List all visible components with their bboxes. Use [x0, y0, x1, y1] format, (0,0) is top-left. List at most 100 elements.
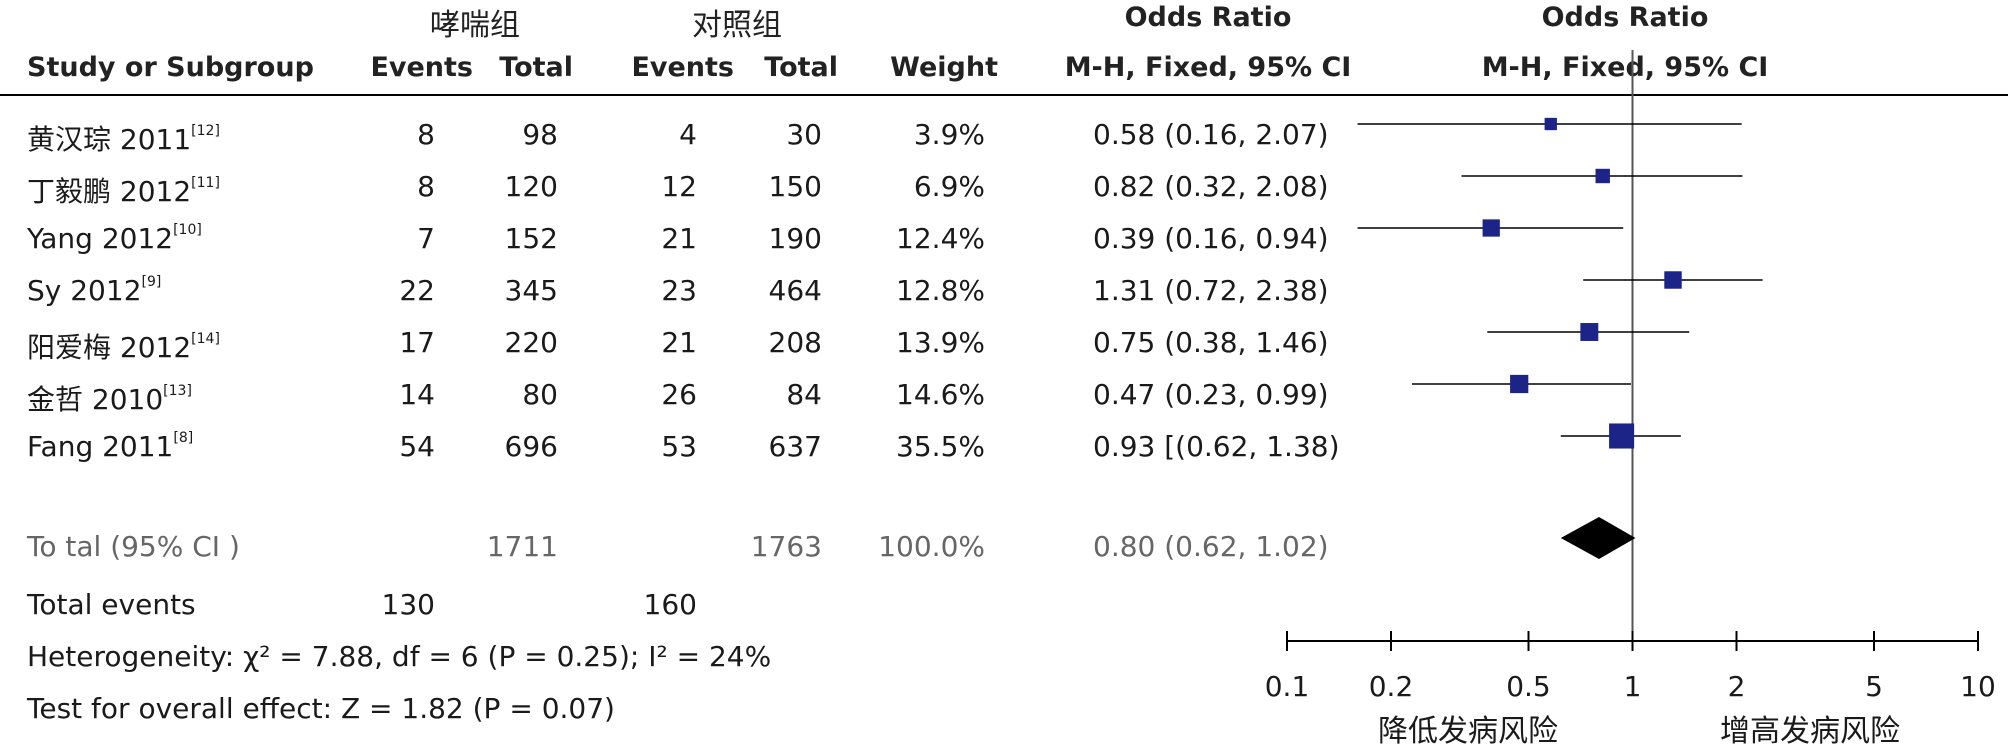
events1-cell: 17	[399, 326, 435, 359]
events2-header: Events	[631, 52, 734, 83]
events1-cell: 54	[399, 430, 435, 463]
events1-cell: 8	[417, 170, 435, 203]
total-weight: 100.0%	[878, 530, 985, 563]
total2-cell: 464	[768, 274, 822, 307]
study-reference: [13]	[163, 383, 192, 399]
or-plot-header: Odds Ratio	[1541, 2, 1709, 33]
total2-cell: 30	[786, 118, 822, 151]
study-name: 金哲 2010	[27, 383, 164, 416]
study-marker	[1544, 117, 1557, 131]
study-marker	[1482, 219, 1500, 237]
study-name: 丁毅鹏 2012	[27, 175, 192, 208]
study-reference: [9]	[141, 274, 162, 290]
total1-cell: 220	[504, 326, 558, 359]
total-ci: 0.80 (0.62, 1.02)	[1093, 530, 1329, 563]
study-name: Sy 2012	[27, 274, 142, 307]
events1-cell: 14	[399, 378, 435, 411]
ci-text-cell: 0.58 (0.16, 2.07)	[1093, 118, 1329, 151]
study-name: 阳爱梅 2012	[27, 331, 192, 364]
events1-cell: 8	[417, 118, 435, 151]
events1-header: Events	[370, 52, 473, 83]
total2-cell: 84	[786, 378, 822, 411]
total2-cell: 637	[768, 430, 822, 463]
x-tick-label: 0.5	[1506, 670, 1551, 703]
weight-cell: 14.6%	[896, 378, 985, 411]
total2-cell: 208	[768, 326, 822, 359]
total-total1: 1711	[486, 530, 558, 563]
study-marker	[1595, 168, 1610, 184]
study-name-cell: Yang 2012[10]	[27, 222, 202, 255]
events1-cell: 7	[417, 222, 435, 255]
total1-cell: 696	[504, 430, 558, 463]
study-name: 黄汉琮 2011	[27, 123, 192, 156]
study-marker	[1510, 374, 1529, 394]
favours-left-label: 降低发病风险	[1378, 714, 1558, 746]
events2-cell: 26	[661, 378, 697, 411]
x-tick-label: 2	[1728, 670, 1746, 703]
study-name-cell: 阳爱梅 2012[14]	[27, 326, 220, 366]
total1-cell: 80	[522, 378, 558, 411]
ci-text-cell: 0.93 [(0.62, 1.38)	[1093, 430, 1340, 463]
weight-cell: 13.9%	[896, 326, 985, 359]
events2-cell: 4	[679, 118, 697, 151]
study-header: Study or Subgroup	[27, 52, 314, 83]
weight-cell: 12.4%	[896, 222, 985, 255]
study-marker	[1609, 423, 1635, 449]
method-plot-header: M-H, Fixed, 95% CI	[1481, 52, 1769, 83]
total1-cell: 98	[522, 118, 558, 151]
study-marker	[1580, 323, 1599, 341]
events2-cell: 12	[661, 170, 697, 203]
study-reference: [8]	[173, 430, 194, 446]
ci-text-cell: 0.82 (0.32, 2.08)	[1093, 170, 1329, 203]
total1-cell: 152	[504, 222, 558, 255]
weight-cell: 3.9%	[913, 118, 985, 151]
study-name-cell: 丁毅鹏 2012[11]	[27, 170, 220, 210]
events2-cell: 21	[661, 222, 697, 255]
or-table-header: Odds Ratio	[1124, 2, 1292, 33]
study-marker	[1664, 271, 1682, 289]
method-table-header: M-H, Fixed, 95% CI	[1064, 52, 1352, 83]
ci-text-cell: 0.39 (0.16, 0.94)	[1093, 222, 1329, 255]
total1-header: Total	[499, 52, 573, 83]
total-events-label: Total events	[27, 588, 196, 621]
x-tick-label: 0.2	[1369, 670, 1414, 703]
x-tick-label: 5	[1865, 670, 1883, 703]
study-name-cell: Fang 2011[8]	[27, 430, 193, 463]
favours-right-label: 增高发病风险	[1720, 714, 1900, 746]
total-events1: 130	[381, 588, 435, 621]
weight-cell: 12.8%	[896, 274, 985, 307]
weight-header: Weight	[890, 52, 998, 83]
x-tick-label: 10	[1960, 670, 1996, 703]
heterogeneity-text: Heterogeneity: χ² = 7.88, df = 6 (P = 0.…	[27, 640, 772, 673]
study-reference: [11]	[191, 175, 220, 191]
ci-text-cell: 0.75 (0.38, 1.46)	[1093, 326, 1329, 359]
x-tick-label: 0.1	[1265, 670, 1310, 703]
study-name-cell: 黄汉琮 2011[12]	[27, 118, 220, 158]
total2-cell: 190	[768, 222, 822, 255]
study-reference: [10]	[173, 222, 202, 238]
total1-cell: 120	[504, 170, 558, 203]
total-label: To tal (95% CI )	[27, 530, 240, 563]
group1-header: 哮喘组	[430, 8, 520, 43]
study-name: Yang 2012	[27, 222, 174, 255]
total2-cell: 150	[768, 170, 822, 203]
weight-cell: 6.9%	[913, 170, 985, 203]
study-reference: [14]	[191, 331, 220, 347]
total-events2: 160	[643, 588, 697, 621]
events2-cell: 21	[661, 326, 697, 359]
study-reference: [12]	[191, 123, 220, 139]
events1-cell: 22	[399, 274, 435, 307]
study-name-cell: 金哲 2010[13]	[27, 378, 192, 418]
overall-effect-text: Test for overall effect: Z = 1.82 (P = 0…	[27, 692, 615, 725]
group2-header: 对照组	[692, 8, 782, 43]
ci-text-cell: 0.47 (0.23, 0.99)	[1093, 378, 1329, 411]
total2-header: Total	[764, 52, 838, 83]
total1-cell: 345	[504, 274, 558, 307]
total-total2: 1763	[750, 530, 822, 563]
weight-cell: 35.5%	[896, 430, 985, 463]
events2-cell: 23	[661, 274, 697, 307]
study-name-cell: Sy 2012[9]	[27, 274, 161, 307]
study-name: Fang 2011	[27, 430, 174, 463]
ci-text-cell: 1.31 (0.72, 2.38)	[1093, 274, 1329, 307]
